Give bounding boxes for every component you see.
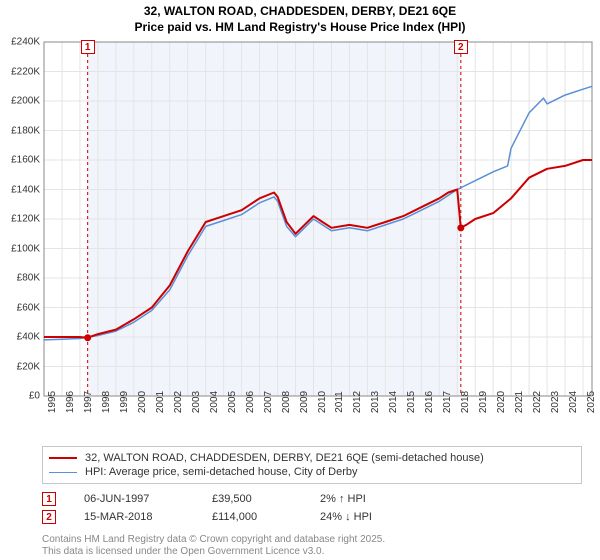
chart-marker-number: 2 xyxy=(454,40,468,54)
chart-title: 32, WALTON ROAD, CHADDESDEN, DERBY, DE21… xyxy=(0,0,600,35)
y-tick-label: £0 xyxy=(2,391,40,402)
line-chart-svg xyxy=(0,38,600,440)
y-tick-label: £20K xyxy=(2,361,40,372)
x-tick-label: 2022 xyxy=(532,391,543,413)
x-tick-label: 2020 xyxy=(496,391,507,413)
x-tick-label: 2015 xyxy=(406,391,417,413)
footer-line2: This data is licensed under the Open Gov… xyxy=(42,546,385,558)
legend-swatch xyxy=(49,472,77,473)
x-tick-label: 2025 xyxy=(586,391,597,413)
x-tick-label: 1999 xyxy=(119,391,130,413)
marker-table: 1 06-JUN-1997 £39,500 2% ↑ HPI 2 15-MAR-… xyxy=(42,490,582,526)
x-tick-label: 2002 xyxy=(173,391,184,413)
marker-diff: 2% ↑ HPI xyxy=(320,493,420,505)
legend-label: HPI: Average price, semi-detached house,… xyxy=(85,466,358,478)
chart-marker-number: 1 xyxy=(81,40,95,54)
x-tick-label: 2001 xyxy=(155,391,166,413)
y-tick-label: £220K xyxy=(2,66,40,77)
x-tick-label: 2010 xyxy=(317,391,328,413)
footer-line1: Contains HM Land Registry data © Crown c… xyxy=(42,534,385,546)
marker-number-box: 1 xyxy=(42,492,56,506)
y-tick-label: £160K xyxy=(2,155,40,166)
y-tick-label: £60K xyxy=(2,302,40,313)
x-tick-label: 2019 xyxy=(478,391,489,413)
x-tick-label: 2006 xyxy=(245,391,256,413)
marker-row: 2 15-MAR-2018 £114,000 24% ↓ HPI xyxy=(42,508,582,526)
y-tick-label: £40K xyxy=(2,332,40,343)
legend-label: 32, WALTON ROAD, CHADDESDEN, DERBY, DE21… xyxy=(85,452,484,464)
x-tick-label: 2007 xyxy=(263,391,274,413)
x-tick-label: 1996 xyxy=(65,391,76,413)
x-tick-label: 2023 xyxy=(550,391,561,413)
legend-item: HPI: Average price, semi-detached house,… xyxy=(49,465,575,479)
title-line1: 32, WALTON ROAD, CHADDESDEN, DERBY, DE21… xyxy=(0,4,600,20)
x-tick-label: 2005 xyxy=(227,391,238,413)
x-tick-label: 2012 xyxy=(352,391,363,413)
marker-diff: 24% ↓ HPI xyxy=(320,511,420,523)
x-tick-label: 2008 xyxy=(281,391,292,413)
marker-price: £114,000 xyxy=(212,511,292,523)
x-tick-label: 1997 xyxy=(83,391,94,413)
y-tick-label: £240K xyxy=(2,37,40,48)
x-tick-label: 2009 xyxy=(299,391,310,413)
x-tick-label: 1995 xyxy=(47,391,58,413)
marker-date: 06-JUN-1997 xyxy=(84,493,184,505)
x-tick-label: 2003 xyxy=(191,391,202,413)
x-tick-label: 2017 xyxy=(442,391,453,413)
y-tick-label: £140K xyxy=(2,184,40,195)
marker-date: 15-MAR-2018 xyxy=(84,511,184,523)
x-tick-label: 2021 xyxy=(514,391,525,413)
legend: 32, WALTON ROAD, CHADDESDEN, DERBY, DE21… xyxy=(42,446,582,484)
title-line2: Price paid vs. HM Land Registry's House … xyxy=(0,20,600,36)
y-tick-label: £180K xyxy=(2,125,40,136)
chart-area xyxy=(0,38,600,440)
x-tick-label: 2000 xyxy=(137,391,148,413)
y-tick-label: £200K xyxy=(2,96,40,107)
x-tick-label: 2004 xyxy=(209,391,220,413)
x-tick-label: 2016 xyxy=(424,391,435,413)
marker-price: £39,500 xyxy=(212,493,292,505)
x-tick-label: 2013 xyxy=(370,391,381,413)
x-tick-label: 2011 xyxy=(334,391,345,413)
marker-number-box: 2 xyxy=(42,510,56,524)
footer-attribution: Contains HM Land Registry data © Crown c… xyxy=(42,534,385,558)
legend-item: 32, WALTON ROAD, CHADDESDEN, DERBY, DE21… xyxy=(49,451,575,465)
y-tick-label: £100K xyxy=(2,243,40,254)
y-tick-label: £120K xyxy=(2,214,40,225)
x-tick-label: 1998 xyxy=(101,391,112,413)
legend-swatch xyxy=(49,457,77,459)
x-tick-label: 2024 xyxy=(568,391,579,413)
x-tick-label: 2014 xyxy=(388,391,399,413)
marker-row: 1 06-JUN-1997 £39,500 2% ↑ HPI xyxy=(42,490,582,508)
x-tick-label: 2018 xyxy=(460,391,471,413)
y-tick-label: £80K xyxy=(2,273,40,284)
